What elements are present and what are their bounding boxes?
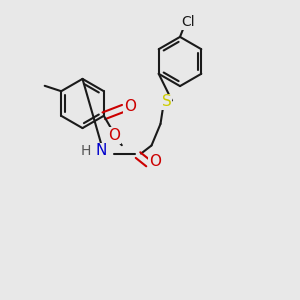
- Text: Cl: Cl: [181, 15, 195, 29]
- Text: O: O: [124, 99, 136, 114]
- Text: O: O: [149, 154, 161, 169]
- Text: H: H: [80, 144, 91, 158]
- Text: N: N: [96, 143, 107, 158]
- Text: O: O: [108, 128, 120, 143]
- Text: S: S: [162, 94, 171, 110]
